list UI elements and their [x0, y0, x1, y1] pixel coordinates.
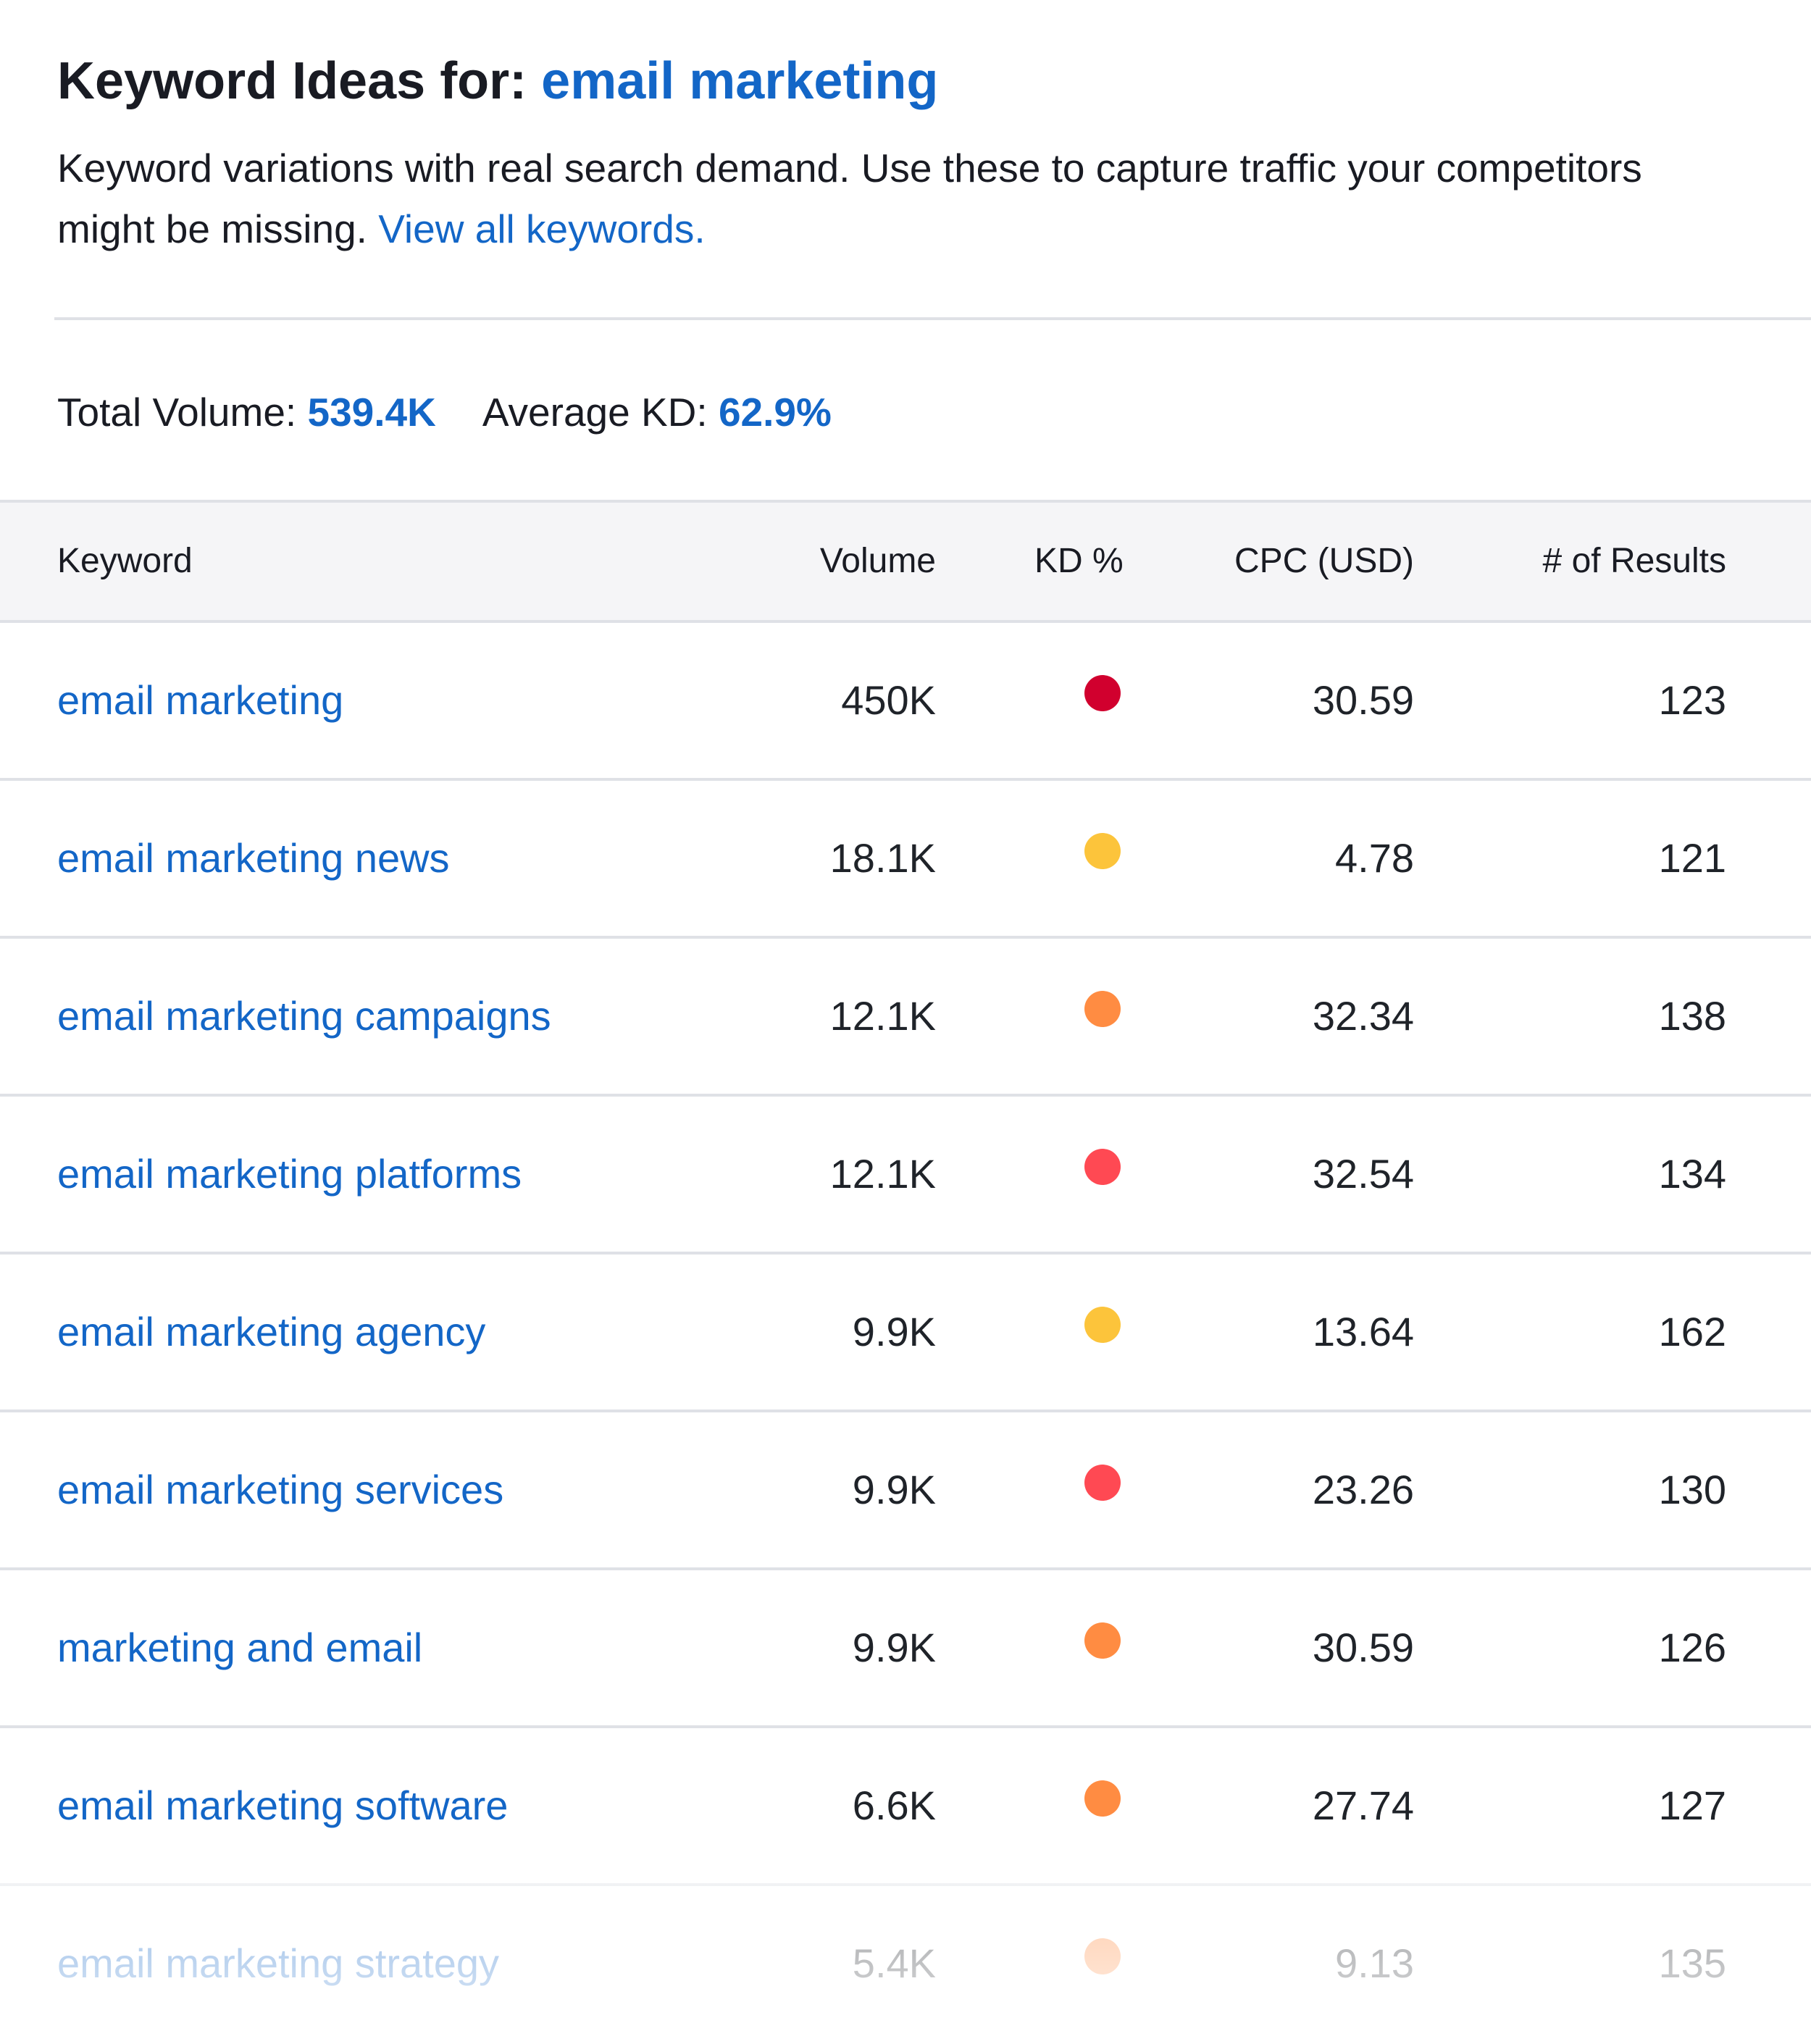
volume-value: 6.6K	[852, 1783, 936, 1828]
summary-bar: Total Volume: 539.4K Average KD: 62.9%	[57, 382, 832, 443]
results-value: 138	[1658, 993, 1726, 1039]
description: Keyword variations with real search dema…	[57, 138, 1723, 259]
cpc-value: 4.78	[1335, 835, 1414, 881]
keyword-link[interactable]: email marketing	[57, 677, 344, 723]
cpc-value: 9.13	[1335, 1940, 1414, 1986]
table-row: email marketing software 6.6K 27.74 127	[0, 1728, 1811, 1886]
table-row: email marketing news 18.1K 4.78 121	[0, 781, 1811, 939]
column-header-results[interactable]: # of Results	[1542, 542, 1726, 580]
keyword-link[interactable]: marketing and email	[57, 1625, 423, 1670]
kd-indicator-dot	[1084, 991, 1121, 1027]
table-row: marketing and email 9.9K 30.59 126	[0, 1570, 1811, 1728]
results-value: 135	[1658, 1940, 1726, 1986]
volume-value: 12.1K	[829, 1151, 936, 1197]
cpc-value: 30.59	[1312, 677, 1414, 723]
kd-indicator-dot	[1084, 833, 1121, 869]
average-kd-label: Average KD:	[482, 390, 708, 435]
table-row: email marketing agency 9.9K 13.64 162	[0, 1255, 1811, 1412]
keyword-link[interactable]: email marketing campaigns	[57, 993, 551, 1039]
kd-indicator-dot	[1084, 1622, 1121, 1659]
description-text: Keyword variations with real search dema…	[57, 146, 1642, 251]
table-row: email marketing services 9.9K 23.26 130	[0, 1412, 1811, 1570]
table-row: email marketing 450K 30.59 123	[0, 623, 1811, 781]
kd-indicator-dot	[1084, 1780, 1121, 1817]
kd-indicator-dot	[1084, 1149, 1121, 1185]
page-title: Keyword Ideas for: email marketing	[57, 45, 938, 117]
results-value: 121	[1658, 835, 1726, 881]
results-value: 126	[1658, 1625, 1726, 1670]
cpc-value: 27.74	[1312, 1783, 1414, 1828]
keyword-link[interactable]: email marketing services	[57, 1467, 504, 1512]
volume-value: 9.9K	[852, 1467, 936, 1512]
cpc-value: 13.64	[1312, 1309, 1414, 1354]
keyword-link[interactable]: email marketing strategy	[57, 1940, 500, 1986]
volume-value: 5.4K	[852, 1940, 936, 1986]
column-header-volume[interactable]: Volume	[819, 542, 936, 580]
volume-value: 9.9K	[852, 1625, 936, 1670]
keyword-link[interactable]: email marketing software	[57, 1783, 509, 1828]
volume-value: 9.9K	[852, 1309, 936, 1354]
column-header-kd[interactable]: KD %	[1034, 542, 1124, 580]
results-value: 162	[1658, 1309, 1726, 1354]
total-volume-label: Total Volume:	[57, 390, 297, 435]
column-header-keyword[interactable]: Keyword	[57, 542, 193, 580]
average-kd-value: 62.9%	[718, 390, 832, 435]
cpc-value: 32.34	[1312, 993, 1414, 1039]
volume-value: 18.1K	[829, 835, 936, 881]
results-value: 134	[1658, 1151, 1726, 1197]
kd-indicator-dot	[1084, 675, 1121, 711]
view-all-keywords-link[interactable]: View all keywords.	[378, 206, 706, 251]
volume-value: 450K	[841, 677, 936, 723]
kd-indicator-dot	[1084, 1307, 1121, 1343]
cpc-value: 32.54	[1312, 1151, 1414, 1197]
results-value: 123	[1658, 677, 1726, 723]
table-header: Keyword Volume KD % CPC (USD) # of Resul…	[0, 500, 1811, 623]
table-row: email marketing platforms 12.1K 32.54 13…	[0, 1097, 1811, 1255]
table-row: email marketing strategy 5.4K 9.13 135	[0, 1886, 1811, 2044]
keyword-link[interactable]: email marketing platforms	[57, 1151, 522, 1197]
column-header-cpc[interactable]: CPC (USD)	[1234, 542, 1414, 580]
cpc-value: 30.59	[1312, 1625, 1414, 1670]
results-value: 127	[1658, 1783, 1726, 1828]
kd-indicator-dot	[1084, 1465, 1121, 1501]
table-row: email marketing campaigns 12.1K 32.34 13…	[0, 939, 1811, 1097]
volume-value: 12.1K	[829, 993, 936, 1039]
title-query: email marketing	[541, 52, 939, 110]
results-value: 130	[1658, 1467, 1726, 1512]
keyword-link[interactable]: email marketing news	[57, 835, 450, 881]
kd-indicator-dot	[1084, 1938, 1121, 1974]
section-divider	[54, 317, 1811, 320]
cpc-value: 23.26	[1312, 1467, 1414, 1512]
keyword-link[interactable]: email marketing agency	[57, 1309, 486, 1354]
title-prefix: Keyword Ideas for:	[57, 52, 527, 110]
total-volume-value: 539.4K	[307, 390, 436, 435]
